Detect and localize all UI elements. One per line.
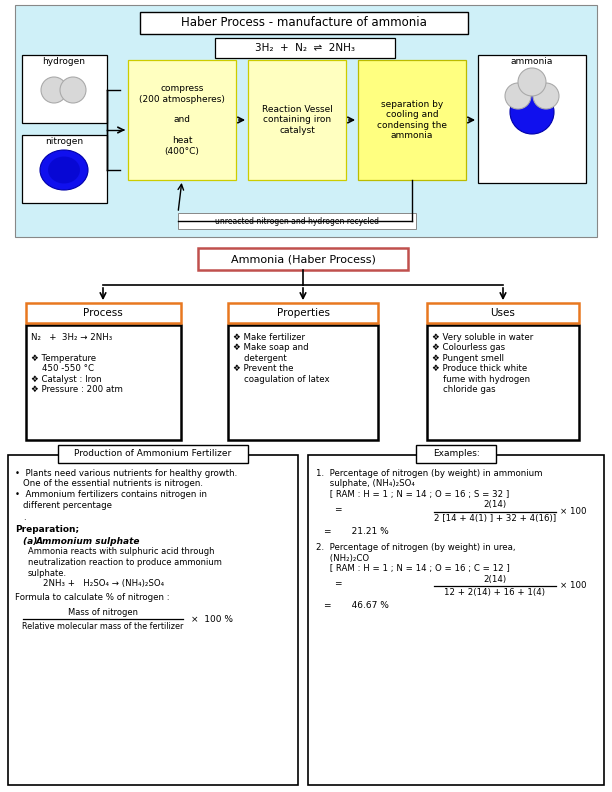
Text: hydrogen: hydrogen — [42, 58, 86, 67]
Circle shape — [518, 68, 546, 96]
Text: Ammonium sulphate: Ammonium sulphate — [36, 537, 141, 546]
Bar — [140, 12, 468, 34]
Text: different percentage: different percentage — [23, 501, 112, 509]
Text: Ammonia (Haber Process): Ammonia (Haber Process) — [231, 254, 375, 264]
Text: =: = — [334, 580, 341, 588]
Text: •  Ammonium fertilizers contains nitrogen in: • Ammonium fertilizers contains nitrogen… — [15, 490, 207, 499]
Text: Ammonia reacts with sulphuric acid through: Ammonia reacts with sulphuric acid throu… — [28, 547, 214, 557]
Text: (NH₂)₂CO: (NH₂)₂CO — [316, 554, 369, 563]
Text: compress
(200 atmospheres)

and

heat
(400°C): compress (200 atmospheres) and heat (400… — [139, 84, 225, 156]
Bar — [22, 55, 107, 123]
Text: Properties: Properties — [277, 308, 329, 318]
Bar — [58, 445, 248, 463]
Text: One of the essential nutrients is nitrogen.: One of the essential nutrients is nitrog… — [23, 479, 203, 489]
Text: Uses: Uses — [491, 308, 515, 318]
Text: [ RAM : H = 1 ; N = 14 ; O = 16 ; C = 12 ]: [ RAM : H = 1 ; N = 14 ; O = 16 ; C = 12… — [316, 565, 510, 573]
Bar — [228, 325, 378, 440]
Circle shape — [60, 77, 86, 103]
Bar — [15, 5, 597, 237]
Text: nitrogen: nitrogen — [45, 138, 83, 147]
Text: ×  100 %: × 100 % — [191, 615, 233, 623]
Bar — [215, 38, 395, 58]
Text: 1.  Percentage of nitrogen (by weight) in ammonium: 1. Percentage of nitrogen (by weight) in… — [316, 469, 542, 478]
Text: =       21.21 %: = 21.21 % — [324, 527, 389, 536]
Text: Production of Ammonium Fertilizer: Production of Ammonium Fertilizer — [75, 450, 231, 459]
Bar — [248, 60, 346, 180]
Text: Reaction Vessel
containing iron
catalyst: Reaction Vessel containing iron catalyst — [261, 105, 332, 135]
Circle shape — [505, 83, 531, 109]
Text: N₂   +  3H₂ → 2NH₃

❖ Temperature
    450 -550 °C
❖ Catalyst : Iron
❖ Pressure :: N₂ + 3H₂ → 2NH₃ ❖ Temperature 450 -550 °… — [31, 333, 123, 394]
Text: 3H₂  +  N₂  ⇌  2NH₃: 3H₂ + N₂ ⇌ 2NH₃ — [255, 43, 355, 53]
Text: (a): (a) — [23, 537, 43, 546]
Bar — [26, 325, 181, 440]
Text: 2.  Percentage of nitrogen (by weight) in urea,: 2. Percentage of nitrogen (by weight) in… — [316, 543, 515, 553]
Bar — [427, 325, 579, 440]
Bar — [228, 303, 378, 323]
Text: ❖ Very soluble in water
❖ Colourless gas
❖ Pungent smell
❖ Produce thick white
 : ❖ Very soluble in water ❖ Colourless gas… — [432, 333, 533, 394]
Text: Mass of nitrogen: Mass of nitrogen — [68, 608, 138, 617]
Text: × 100: × 100 — [560, 581, 586, 591]
Text: 2(14): 2(14) — [483, 501, 507, 509]
Text: 12 + 2(14) + 16 + 1(4): 12 + 2(14) + 16 + 1(4) — [444, 588, 545, 597]
Circle shape — [533, 83, 559, 109]
Text: neutralization reaction to produce ammonium: neutralization reaction to produce ammon… — [28, 558, 222, 567]
Bar — [416, 445, 496, 463]
Text: sulphate.: sulphate. — [28, 569, 67, 577]
Text: =: = — [334, 505, 341, 514]
Circle shape — [510, 90, 554, 134]
Bar — [128, 60, 236, 180]
Text: Examples:: Examples: — [433, 450, 479, 459]
Text: Preparation;: Preparation; — [15, 526, 79, 535]
Ellipse shape — [48, 157, 80, 184]
Text: [ RAM : H = 1 ; N = 14 ; O = 16 ; S = 32 ]: [ RAM : H = 1 ; N = 14 ; O = 16 ; S = 32… — [316, 490, 509, 499]
Bar — [478, 55, 586, 183]
Bar — [22, 135, 107, 203]
Text: =       46.67 %: = 46.67 % — [324, 601, 389, 611]
Bar — [427, 303, 579, 323]
Bar — [178, 213, 416, 229]
Text: Relative molecular mass of the fertilizer: Relative molecular mass of the fertilize… — [22, 622, 184, 631]
Bar — [198, 248, 408, 270]
Text: .: . — [23, 513, 26, 522]
Bar — [8, 455, 298, 785]
Text: 2NH₃ +   H₂SO₄ → (NH₄)₂SO₄: 2NH₃ + H₂SO₄ → (NH₄)₂SO₄ — [43, 579, 164, 588]
Text: 2 [14 + 4(1) ] + 32 + 4(16)]: 2 [14 + 4(1) ] + 32 + 4(16)] — [434, 513, 556, 523]
Ellipse shape — [40, 150, 88, 190]
Text: Process: Process — [83, 308, 123, 318]
Bar — [308, 455, 604, 785]
Text: ❖ Make fertilizer
❖ Make soap and
    detergent
❖ Prevent the
    coagulation of: ❖ Make fertilizer ❖ Make soap and deterg… — [233, 333, 330, 383]
Text: Formula to calculate % of nitrogen :: Formula to calculate % of nitrogen : — [15, 593, 170, 603]
Text: sulphate, (NH₄)₂SO₄: sulphate, (NH₄)₂SO₄ — [316, 479, 415, 489]
Text: separation by
cooling and
condensing the
ammonia: separation by cooling and condensing the… — [377, 100, 447, 140]
Bar — [358, 60, 466, 180]
Circle shape — [41, 77, 67, 103]
Text: × 100: × 100 — [560, 507, 586, 516]
Text: Haber Process - manufacture of ammonia: Haber Process - manufacture of ammonia — [181, 17, 427, 29]
Text: 2(14): 2(14) — [483, 575, 507, 584]
Text: •  Plants need various nutrients for healthy growth.: • Plants need various nutrients for heal… — [15, 469, 237, 478]
Text: ammonia: ammonia — [511, 58, 553, 67]
Bar — [26, 303, 181, 323]
Text: unreacted nitrogen and hydrogen recycled: unreacted nitrogen and hydrogen recycled — [215, 216, 379, 226]
